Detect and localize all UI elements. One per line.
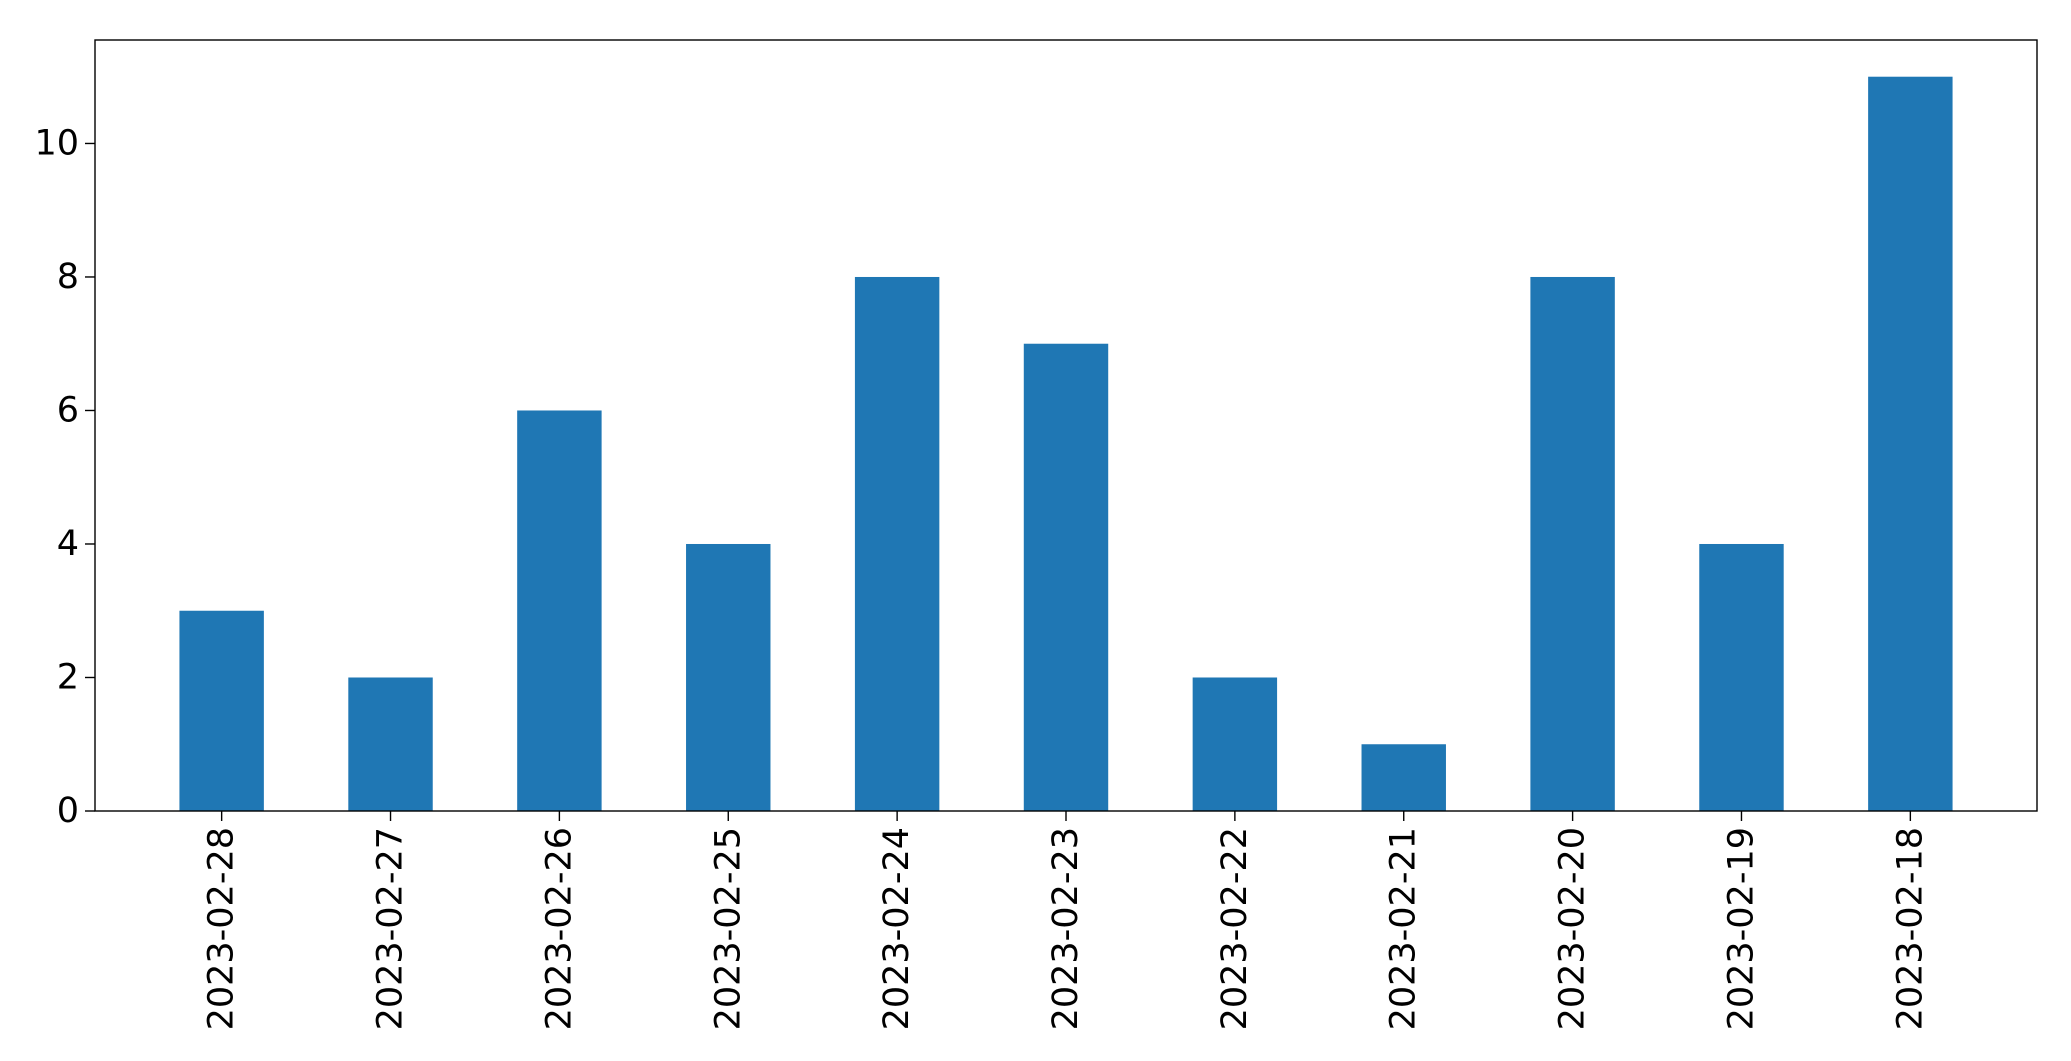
x-tick-label: 2023-02-21 [1384,827,1424,1030]
x-tick-label: 2023-02-23 [1046,827,1086,1030]
bar-2023-02-27 [348,677,433,811]
bar-2023-02-20 [1530,276,1615,812]
bar-2023-02-18 [1868,76,1953,811]
bar-2023-02-22 [1192,677,1278,811]
x-tick-label: 2023-02-24 [877,827,917,1030]
x-tick-label: 2023-02-18 [1890,827,1930,1030]
x-tick-label: 2023-02-25 [708,827,748,1030]
y-tick-label: 2 [57,657,79,697]
bar-2023-02-26 [517,410,602,811]
x-tick-label: 2023-02-20 [1553,827,1593,1030]
x-tick-label: 2023-02-27 [371,827,411,1030]
y-tick-label: 6 [57,390,79,430]
x-tick-label: 2023-02-19 [1721,827,1761,1030]
y-axis: 0 2 4 6 8 10 [34,123,95,831]
bar-2023-02-24 [854,276,940,812]
y-tick-label: 4 [57,524,79,564]
bar-2023-02-19 [1699,543,1784,811]
bars-group [179,76,1953,812]
x-tick-label: 2023-02-26 [539,827,579,1030]
x-axis: 2023-02-28 2023-02-27 2023-02-26 2023-02-25… [202,811,1930,1030]
bar-2023-02-21 [1361,744,1446,811]
y-tick-label: 10 [34,123,79,163]
x-tick-label: 2023-02-28 [202,827,242,1030]
x-tick-label: 2023-02-22 [1215,827,1255,1030]
y-tick-label: 8 [57,257,79,297]
bar-2023-02-23 [1023,343,1109,811]
bar-2023-02-25 [686,543,771,811]
bar-2023-02-28 [179,610,264,811]
y-tick-label: 0 [57,791,79,831]
